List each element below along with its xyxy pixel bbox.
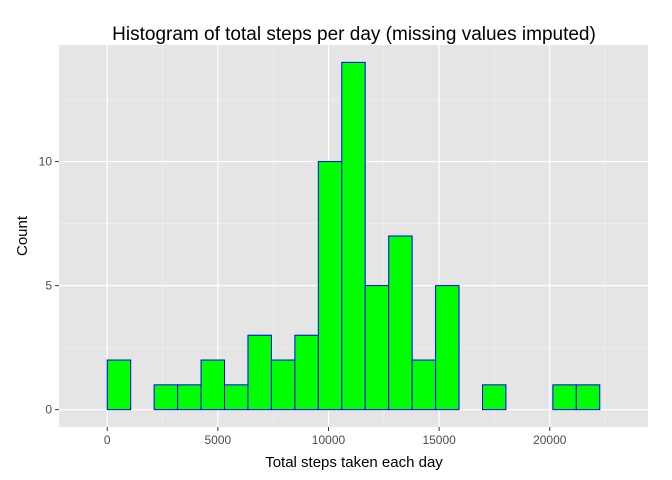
histogram-bar	[247, 334, 272, 411]
y-tick-label: 0	[45, 403, 52, 417]
x-tick-label: 20000	[533, 433, 567, 447]
histogram-bar	[435, 285, 460, 411]
x-axis-title: Total steps taken each day	[265, 454, 443, 471]
x-tick-label: 0	[104, 433, 111, 447]
histogram-bar	[177, 384, 202, 411]
histogram-bar	[411, 359, 437, 411]
histogram-bars	[106, 61, 601, 411]
histogram-bar	[364, 285, 390, 411]
chart-title: Histogram of total steps per day (missin…	[112, 24, 596, 45]
x-tick-label: 5000	[205, 433, 232, 447]
histogram-bar	[224, 384, 249, 411]
x-axis-tick-labels: 0 5000 10000 15000 20000	[104, 433, 567, 447]
axis-ticks	[55, 161, 551, 431]
histogram-bar	[575, 384, 601, 411]
y-axis-tick-labels: 0 5 10	[39, 155, 53, 417]
histogram-bar	[341, 61, 366, 411]
x-tick-label: 10000	[312, 433, 346, 447]
histogram-bar	[552, 384, 577, 411]
histogram-bar	[106, 359, 132, 411]
histogram-bar	[317, 161, 343, 411]
histogram-bar	[388, 235, 413, 411]
histogram-bar	[294, 334, 319, 411]
x-tick-label: 15000	[422, 433, 456, 447]
histogram-bar	[153, 384, 179, 411]
histogram-bar	[270, 359, 296, 411]
histogram-bar	[481, 384, 507, 411]
histogram-bar	[200, 359, 226, 411]
y-tick-label: 5	[45, 279, 52, 293]
y-axis-title: Count	[14, 215, 31, 256]
y-tick-label: 10	[39, 155, 53, 169]
